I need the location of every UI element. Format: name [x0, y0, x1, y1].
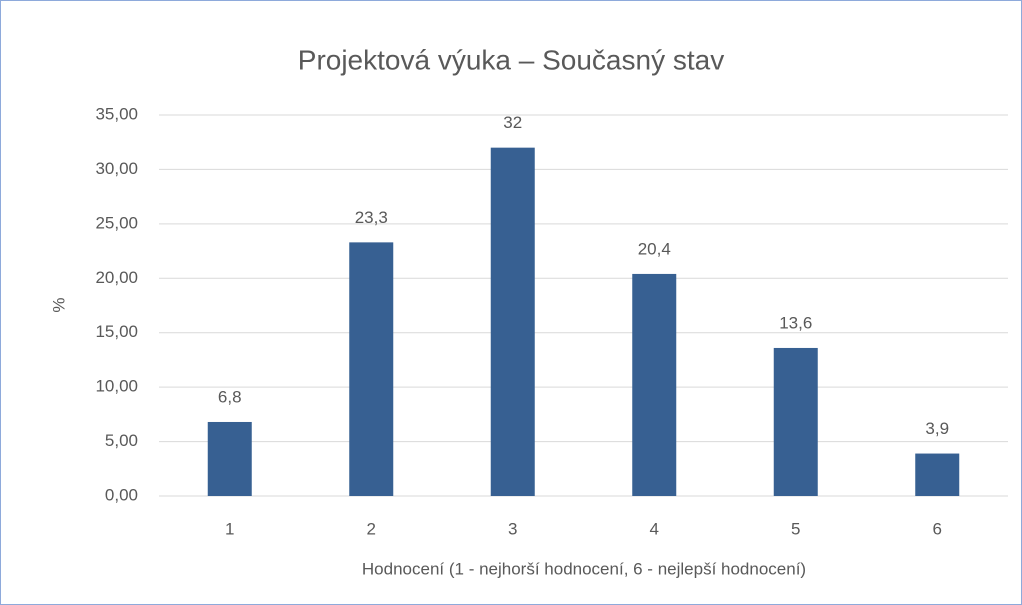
y-tick-label: 5,00: [105, 431, 138, 450]
x-tick-label: 5: [791, 519, 800, 538]
y-tick-label: 15,00: [95, 322, 138, 341]
x-tick-label: 2: [367, 519, 376, 538]
y-tick-label: 0,00: [105, 485, 138, 504]
data-label: 23,3: [355, 208, 388, 227]
bar: [632, 273, 677, 496]
x-axis-label: Hodnocení (1 - nejhorší hodnocení, 6 - n…: [362, 559, 806, 578]
y-axis-label: %: [49, 297, 68, 312]
x-tick-label: 6: [933, 519, 942, 538]
bar: [349, 242, 394, 496]
data-label: 32: [503, 113, 522, 132]
data-label: 20,4: [638, 239, 671, 258]
data-label: 13,6: [779, 313, 812, 332]
bar: [490, 147, 535, 496]
y-tick-label: 25,00: [95, 213, 138, 232]
bar: [915, 453, 960, 496]
bar: [773, 347, 818, 496]
y-tick-label: 35,00: [95, 104, 138, 123]
x-tick-label: 1: [225, 519, 234, 538]
y-tick-label: 10,00: [95, 377, 138, 396]
x-tick-label: 4: [650, 519, 659, 538]
y-tick-label: 30,00: [95, 159, 138, 178]
data-label: 3,9: [925, 419, 949, 438]
y-tick-label: 20,00: [95, 268, 138, 287]
data-label: 6,8: [218, 387, 242, 406]
x-tick-label: 3: [508, 519, 517, 538]
chart-title: Projektová výuka – Současný stav: [298, 44, 724, 75]
bar: [207, 421, 252, 496]
